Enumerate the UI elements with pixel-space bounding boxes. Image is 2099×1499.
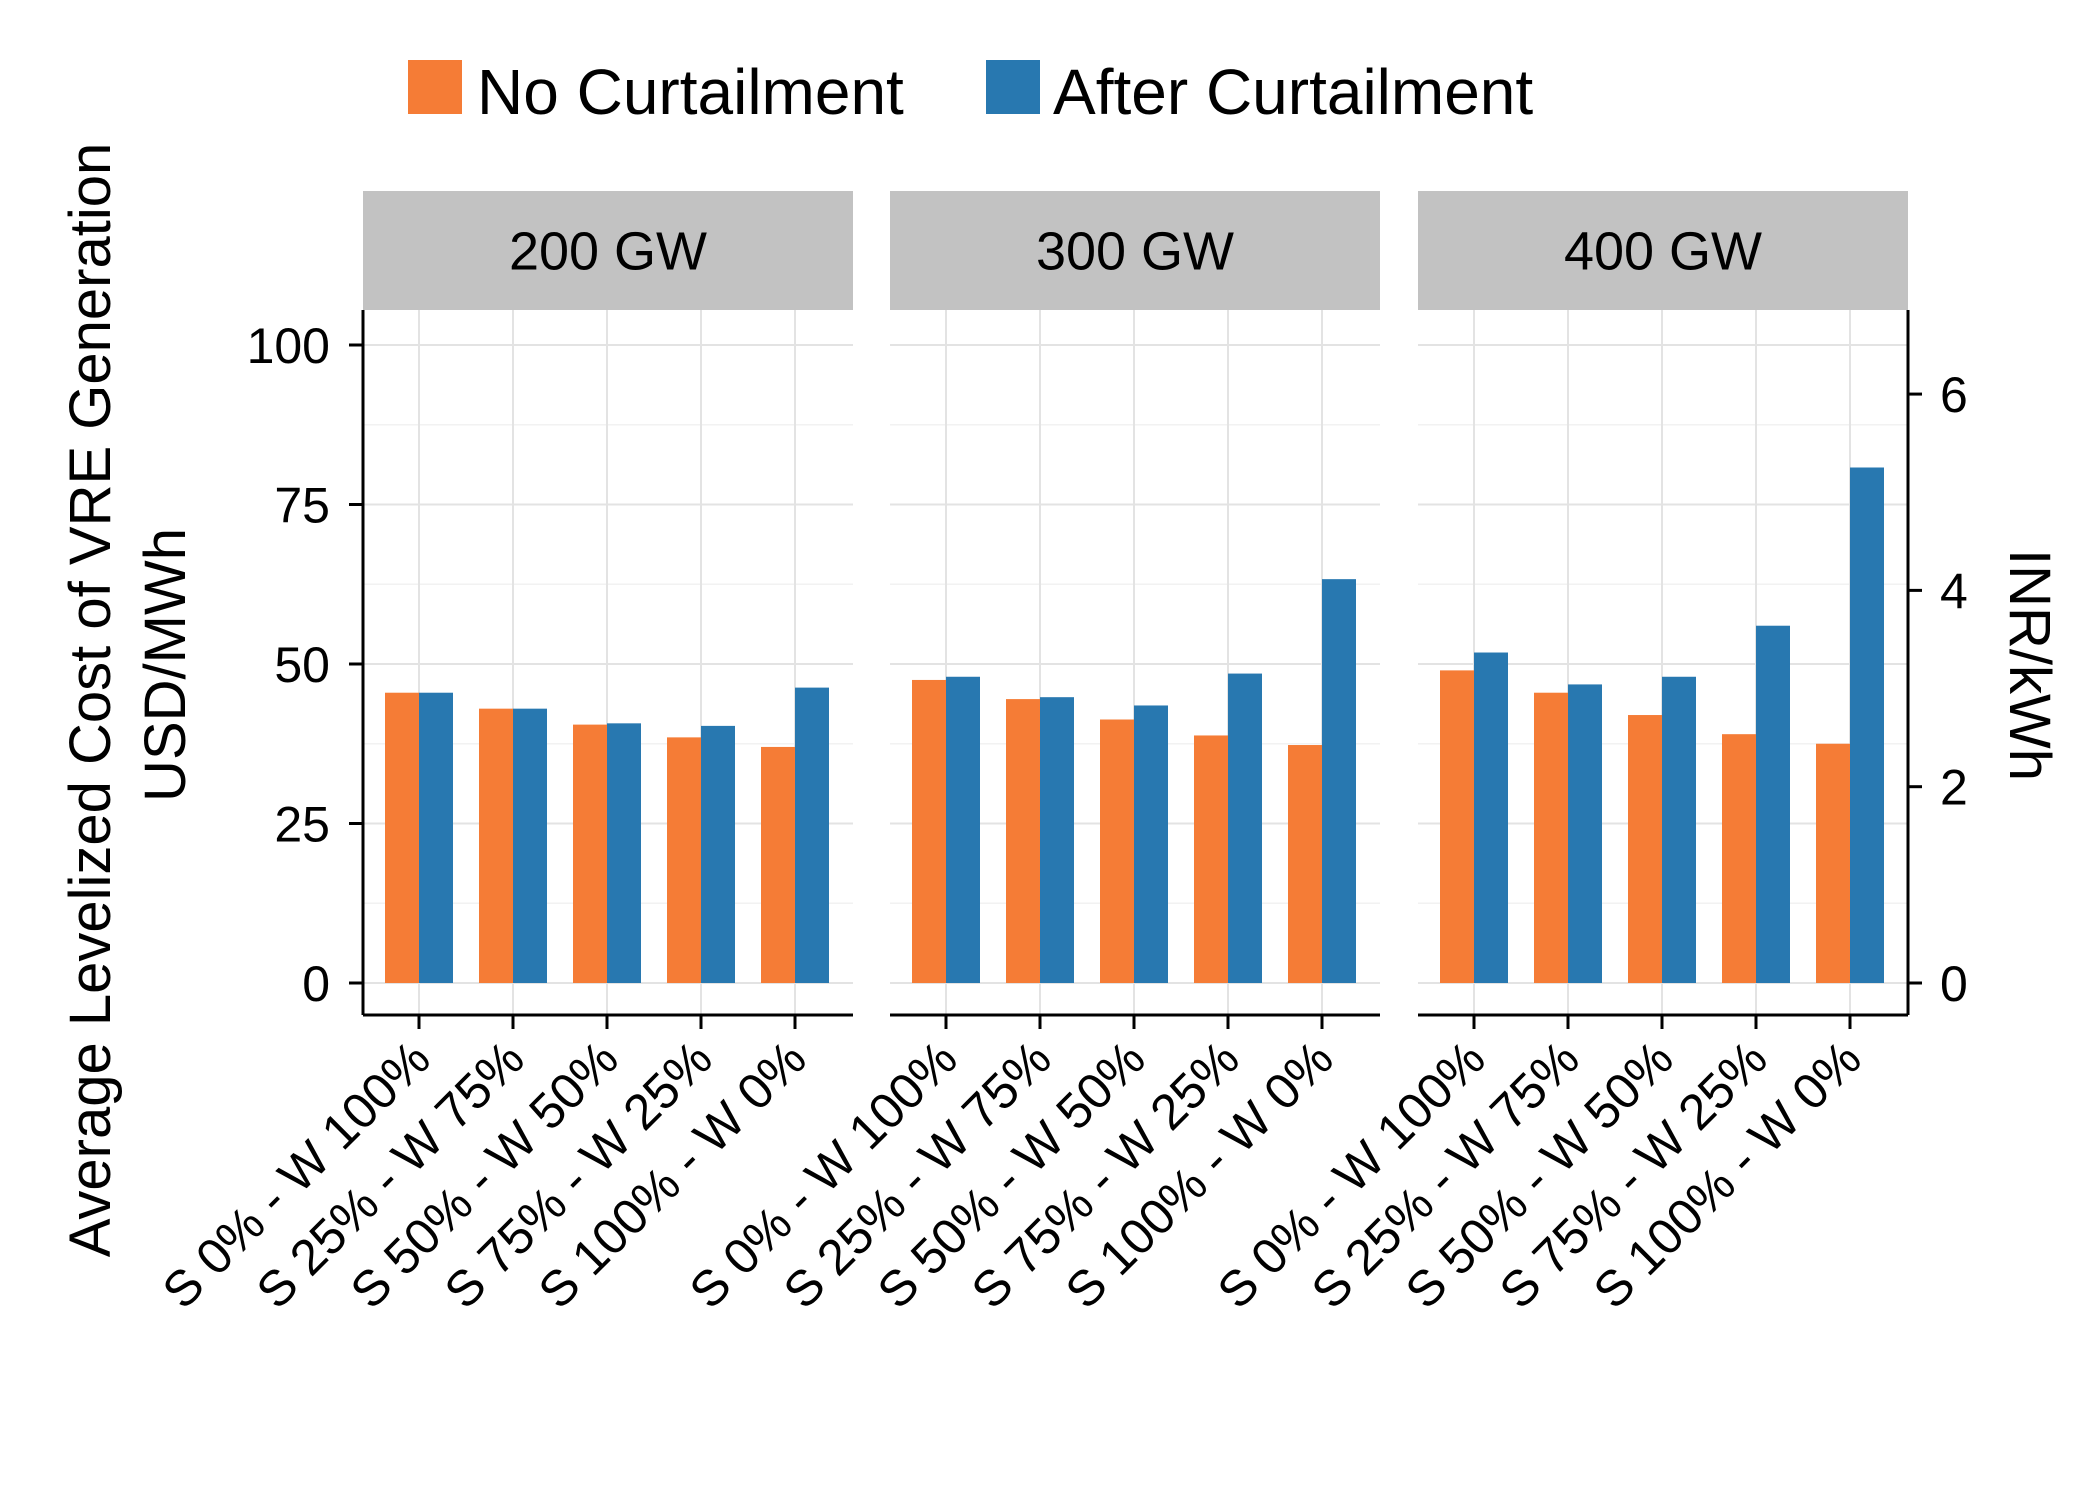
panel-strip-label: 300 GW: [1036, 222, 1234, 282]
bar-after-curtailment: [1662, 676, 1696, 983]
bar-no-curtailment: [573, 724, 607, 983]
y-axis: 0 25 50 75 100: [247, 310, 365, 1015]
bar-no-curtailment: [1194, 735, 1228, 983]
bar-after-curtailment: [1568, 684, 1602, 983]
y2-tick-label: 6: [1940, 367, 1968, 423]
panel-strip: [1418, 191, 1908, 310]
bar-no-curtailment: [1288, 745, 1322, 983]
y-axis-title: Average Levelized Cost of VRE Generation…: [58, 143, 198, 1257]
bar-no-curtailment: [912, 679, 946, 983]
y2-tick-label: 0: [1940, 956, 1968, 1012]
y2-tick-label: 4: [1940, 563, 1968, 619]
panel-3: 400 GWS 0% - W 100%S 25% - W 75%S 50% - …: [1207, 191, 1908, 1319]
bar-after-curtailment: [1040, 697, 1074, 983]
legend: No Curtailment After Curtailment: [408, 56, 1533, 128]
y-tick-label: 25: [274, 797, 330, 853]
y-axis-title-line2: USD/MWh: [133, 528, 198, 802]
panels: 200 GWS 0% - W 100%S 25% - W 75%S 50% - …: [152, 191, 1908, 1319]
bar-no-curtailment: [1628, 715, 1662, 983]
panel-strip-label: 200 GW: [509, 222, 707, 282]
bar-no-curtailment: [761, 746, 795, 983]
legend-label-after-curtailment: After Curtailment: [1053, 56, 1533, 128]
bar-after-curtailment: [701, 725, 735, 983]
panel-strip-label: 400 GW: [1564, 222, 1762, 282]
bar-no-curtailment: [1722, 734, 1756, 983]
bar-after-curtailment: [1850, 467, 1884, 984]
panel-strip: [890, 191, 1380, 310]
legend-swatch-after-curtailment: [986, 60, 1040, 114]
bar-after-curtailment: [1134, 705, 1168, 983]
bar-after-curtailment: [607, 723, 641, 983]
bar-no-curtailment: [1006, 699, 1040, 983]
bar-after-curtailment: [1756, 625, 1790, 983]
bar-no-curtailment: [667, 737, 701, 983]
panel-strip: [363, 191, 853, 310]
bar-after-curtailment: [1322, 579, 1356, 983]
y-tick-label: 0: [302, 956, 330, 1012]
y2-axis-title: INR/kWh: [1997, 549, 2062, 781]
y2-axis: 0 2 4 6: [1906, 310, 1968, 1015]
y-tick-label: 100: [247, 318, 330, 374]
y-tick-label: 50: [274, 637, 330, 693]
bar-no-curtailment: [385, 692, 419, 983]
bar-no-curtailment: [1534, 692, 1568, 983]
bar-after-curtailment: [419, 692, 453, 983]
legend-swatch-no-curtailment: [408, 60, 462, 114]
y2-tick-label: 2: [1940, 760, 1968, 816]
bar-after-curtailment: [1228, 673, 1262, 983]
bar-no-curtailment: [1440, 670, 1474, 983]
bar-after-curtailment: [946, 676, 980, 983]
bar-no-curtailment: [1100, 719, 1134, 983]
bar-no-curtailment: [1816, 743, 1850, 983]
legend-label-no-curtailment: No Curtailment: [477, 56, 904, 128]
y-axis-title-line1: Average Levelized Cost of VRE Generation: [58, 143, 123, 1257]
bar-after-curtailment: [1474, 652, 1508, 983]
bar-no-curtailment: [479, 708, 513, 983]
y-tick-label: 75: [274, 478, 330, 534]
bar-after-curtailment: [513, 708, 547, 983]
bar-after-curtailment: [795, 687, 829, 983]
